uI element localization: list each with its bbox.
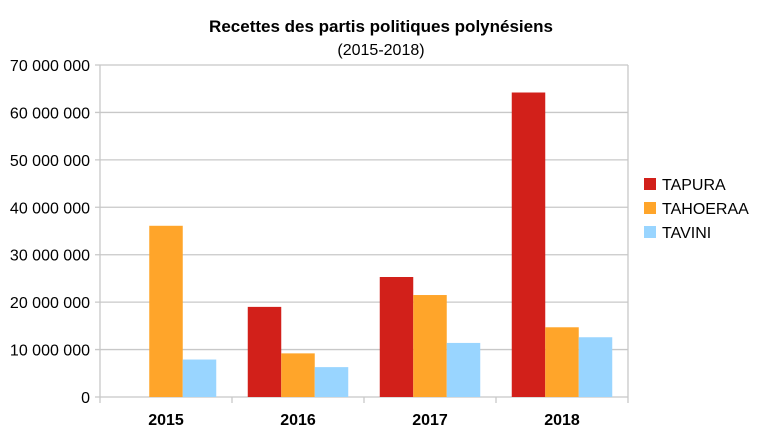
y-tick-label: 0	[81, 390, 90, 407]
bar-tavini-2018	[578, 337, 613, 397]
legend-label: TAPURA	[662, 177, 726, 194]
legend-swatch	[644, 202, 656, 214]
x-axis: 2015 2016 2017 2018	[148, 412, 580, 429]
x-tick-label: 2015	[148, 412, 184, 429]
bar-tapura-2016	[247, 306, 282, 397]
bar-tavini-2015	[182, 359, 217, 397]
x-tick-label: 2016	[280, 412, 316, 429]
bar-tavini-2017	[446, 342, 481, 397]
y-tick-label: 50 000 000	[10, 153, 90, 170]
chart-title: Recettes des partis politiques polynésie…	[209, 17, 553, 36]
y-tick-label: 30 000 000	[10, 248, 90, 265]
y-tick-label: 60 000 000	[10, 105, 90, 122]
bar-tapura-2018	[511, 92, 546, 397]
y-tick-label: 70 000 000	[10, 58, 90, 75]
bar-tahoeraa-2016	[281, 353, 315, 397]
y-tick-label: 40 000 000	[10, 200, 90, 217]
x-tick-label: 2017	[412, 412, 448, 429]
chart-subtitle: (2015-2018)	[337, 42, 424, 59]
legend-swatch	[644, 226, 656, 238]
bar-tapura-2017	[379, 277, 414, 397]
y-tick-label: 20 000 000	[10, 295, 90, 312]
legend: TAPURA TAHOERAA TAVINI	[644, 177, 749, 242]
legend-label: TAVINI	[662, 225, 711, 242]
bar-tahoeraa-2017	[413, 295, 447, 397]
bar-tahoeraa-2018	[545, 327, 579, 397]
y-axis: 0 10 000 000 20 000 000 30 000 000 40 000 00…	[10, 58, 90, 407]
y-tick-label: 10 000 000	[10, 343, 90, 360]
bars	[149, 92, 613, 397]
bar-tavini-2016	[314, 367, 349, 397]
gridlines	[95, 64, 629, 403]
bar-tahoeraa-2015	[149, 225, 183, 397]
x-tick-label: 2018	[544, 412, 580, 429]
legend-swatch	[644, 178, 656, 190]
legend-label: TAHOERAA	[662, 201, 749, 218]
